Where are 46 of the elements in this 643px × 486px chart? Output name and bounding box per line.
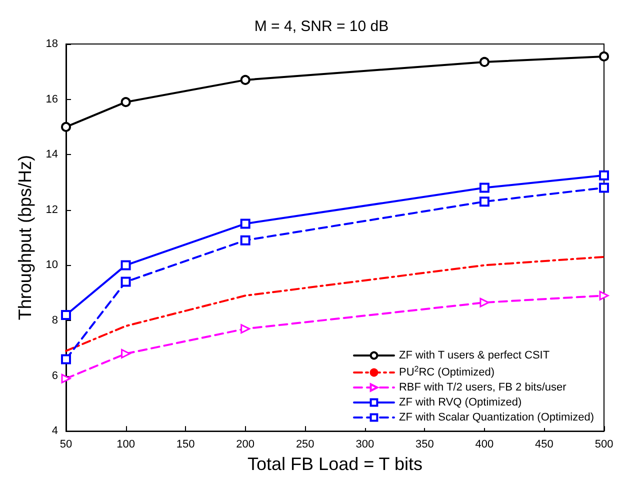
point	[599, 290, 609, 300]
point	[479, 56, 490, 67]
chart-title: M = 4, SNR = 10 dB	[254, 18, 389, 35]
legend-label: ZF with T users & perfect CSIT	[398, 350, 550, 362]
point	[120, 276, 131, 287]
point	[599, 51, 609, 62]
y-tick-label: 18	[46, 38, 58, 50]
x-axis-title: Total FB Load = T bits	[248, 454, 422, 474]
point	[479, 182, 490, 193]
y-axis-title: Throughput (bps/Hz)	[15, 155, 35, 320]
point	[240, 235, 250, 246]
legend-label: RBF with T/2 users, FB 2 bits/user	[398, 382, 567, 394]
point	[479, 196, 490, 207]
y-tick-label: 14	[46, 148, 58, 161]
legend-label: ZF with RVQ (Optimized)	[398, 396, 522, 408]
y-tick-label: 4	[52, 425, 58, 438]
point	[61, 354, 71, 364]
point	[61, 374, 71, 384]
x-tick-label: 350	[415, 438, 434, 451]
x-tick-label: 500	[594, 438, 614, 451]
x-tick-label: 50	[60, 438, 72, 451]
point	[120, 97, 131, 108]
x-tick-label: 300	[356, 438, 374, 451]
y-tick-label: 8	[52, 314, 58, 326]
y-tick-label: 10	[46, 259, 58, 272]
point	[240, 74, 250, 85]
line-series	[65, 256, 605, 352]
x-tick-label: 100	[116, 438, 135, 451]
point	[61, 310, 71, 320]
point	[599, 182, 609, 193]
x-tick-label: 200	[236, 438, 255, 451]
point	[240, 218, 250, 229]
legend-label: ZF with Scalar Quantization (Optimized)	[398, 412, 594, 424]
point	[61, 122, 71, 132]
x-tick-label: 400	[475, 438, 494, 451]
point	[480, 298, 490, 308]
x-tick-label: 150	[176, 438, 195, 451]
point	[599, 170, 609, 180]
point	[120, 260, 131, 270]
y-tick-label: 16	[46, 93, 58, 106]
y-tick-label: 6	[52, 370, 58, 382]
x-tick-label: 250	[296, 438, 314, 451]
y-tick-label: 12	[46, 204, 58, 216]
x-tick-label: 450	[535, 438, 554, 451]
point	[121, 348, 131, 358]
point	[240, 324, 250, 334]
